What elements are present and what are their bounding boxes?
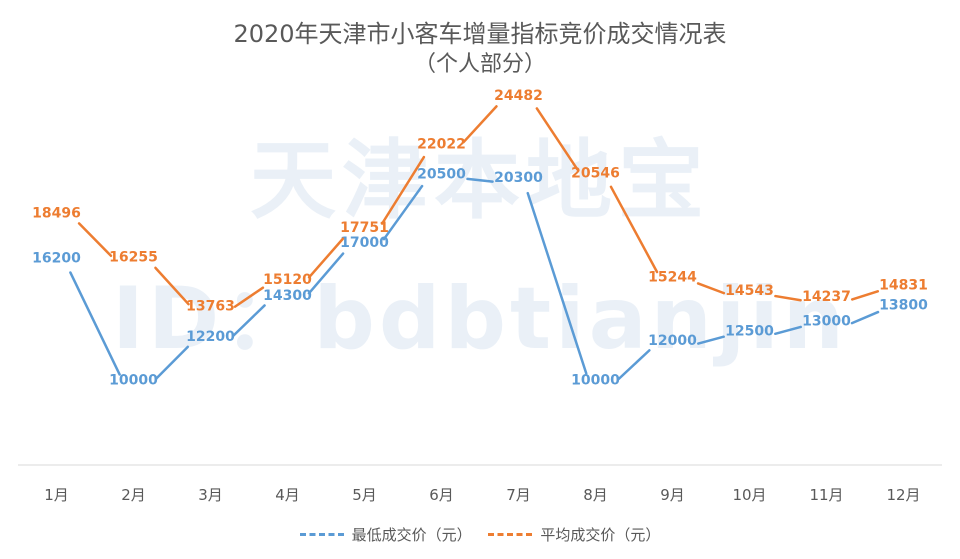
series-line-segment [307,237,345,279]
series-line-segment [850,290,880,301]
data-label: 12500 [725,323,774,339]
legend-swatch-avg [488,533,533,536]
series-line-segment [850,310,880,325]
x-tick-label: 7月 [506,486,531,504]
x-tick-label: 2月 [121,486,146,504]
series-line-segment [382,184,424,241]
data-label: 15244 [648,269,697,285]
chart-subtitle: （个人部分） [413,52,546,77]
data-label: 13763 [186,298,235,314]
legend-item-min: 最低成交价（元） [299,524,472,545]
series-line-segment [526,191,588,375]
data-label: 17751 [340,220,389,236]
x-tick-label: 11月 [809,486,843,504]
series-line-segment [307,252,345,295]
chart-title: 2020年天津市小客车增量指标竞价成交情况表 [233,20,727,48]
legend-label-avg: 平均成交价（元） [540,526,661,544]
x-tick-label: 8月 [583,486,608,504]
x-tick-label: 3月 [198,486,223,504]
legend-swatch-min [299,533,344,536]
watermark-id: ID：bdbtianjin [111,269,849,369]
series-line-segment [535,107,579,171]
data-label: 20500 [417,166,466,182]
series-line-segment [466,177,494,183]
series-line-segment [77,222,113,258]
data-label: 14831 [879,278,928,294]
data-label: 20300 [494,170,543,186]
data-label: 20546 [571,165,620,181]
series-line-segment [696,282,726,295]
data-label: 10000 [571,372,620,388]
data-label: 13000 [802,313,851,329]
x-tick-label: 9月 [660,486,685,504]
data-label: 12000 [648,333,697,349]
series-line-segment [232,304,266,337]
data-label: 10000 [109,372,158,388]
data-label: 12200 [186,329,235,345]
x-tick-label: 5月 [352,486,377,504]
data-label: 14543 [725,283,774,299]
data-label: 16255 [109,250,158,266]
data-label: 14237 [802,289,851,305]
series-line-segment [462,105,498,144]
data-label: 16200 [32,251,81,267]
legend: 最低成交价（元） 平均成交价（元） [0,522,960,545]
data-label: 18496 [32,206,81,222]
data-label: 14300 [263,288,312,304]
series-line-segment [154,345,190,380]
x-tick-label: 1月 [44,486,69,504]
data-label: 13800 [879,298,928,314]
data-label: 15120 [263,272,312,288]
series-line-segment [617,349,651,381]
series-line-segment [69,271,121,376]
series-line-segment [609,185,659,274]
data-label: 24482 [494,88,543,104]
x-tick-label: 6月 [429,486,454,504]
series-line-segment [774,325,802,336]
data-label: 17000 [340,235,389,251]
series-line-segment [774,294,802,302]
series-line-segment [154,266,190,306]
series-line-segment [380,155,426,225]
x-tick-label: 12月 [886,486,920,504]
x-tick-label: 10月 [732,486,766,504]
x-tick-label: 4月 [275,486,300,504]
legend-item-avg: 平均成交价（元） [488,524,660,545]
legend-label-min: 最低成交价（元） [351,526,472,544]
series-line-segment [233,286,265,308]
series-line-segment [697,335,725,345]
data-label: 22022 [417,136,466,152]
